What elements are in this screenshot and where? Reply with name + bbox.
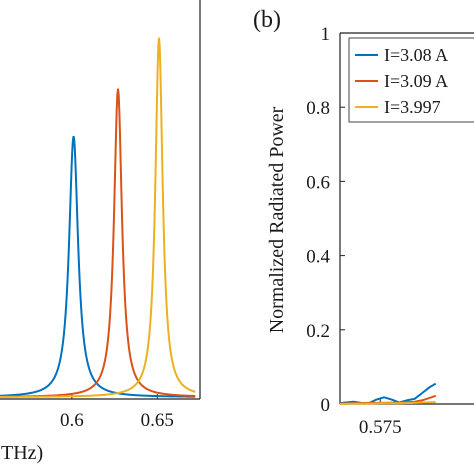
panel-b-series-line-1 [339,382,437,405]
panel-b-y-tick-label: 0 [321,395,331,416]
panel-b-y-tick-label: 0.8 [306,98,330,119]
panel-a-series-line-3 [0,37,196,398]
panel-b-y-tick-label: 0.4 [306,247,330,268]
legend-label-1: I=3.08 A [384,45,448,65]
panel-b-y-tick-label: 0.2 [306,321,330,342]
panel-b-label: (b) [253,7,281,33]
panel-a-x-tick-label: 0.65 [141,410,174,431]
panel-a: 0.6 0.65 THz) [0,0,201,464]
panel-a-x-tick-label: 0.6 [60,410,84,431]
panel-b-y-axis-label: Normalized Radiated Power [266,106,288,333]
panel-b-y-tick-label: 1 [321,24,331,45]
panel-b-series [339,382,437,405]
legend-label-3: I=3.997 [384,97,441,117]
panel-b-x-tick-label: 0.575 [359,417,402,438]
panel-b-y-tick-label: 0.6 [306,172,330,193]
panel-a-x-axis-label: THz) [1,442,43,464]
panel-a-series [0,37,196,398]
panel-b: (b) 0 0.2 0.4 0.6 0.8 1 0.575 Normalized Radia… [253,7,474,438]
panel-b-legend: I=3.08 A I=3.09 A I=3.997 [348,37,474,123]
panel-b-ticks: 0 0.2 0.4 0.6 0.8 1 0.575 [306,24,401,438]
panel-b-series-line-3 [339,401,436,405]
panel-a-series-line-2 [0,88,196,398]
panel-a-series-line-1 [0,136,196,398]
legend-label-2: I=3.09 A [384,71,448,91]
